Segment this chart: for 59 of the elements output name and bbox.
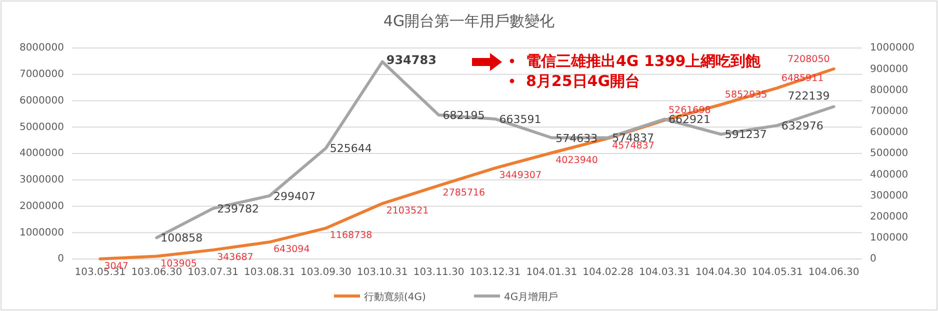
annotation: 電信三雄推出4G 1399上網吃到飽 <box>526 52 762 70</box>
data-label: 574633 <box>556 132 598 145</box>
data-label: 591237 <box>724 128 767 142</box>
y-tick-label: 2000000 <box>19 200 64 212</box>
x-tick-label: 103.07.31 <box>188 267 239 278</box>
x-tick-label: 104.06.30 <box>808 267 860 278</box>
y-tick-label: 4000000 <box>19 148 64 160</box>
y-tick-label: 7000000 <box>19 69 64 80</box>
data-label: 2785716 <box>442 188 486 199</box>
data-label: 1168738 <box>330 230 372 242</box>
data-label: 7208050 <box>787 54 830 65</box>
y2-tick-label: 600000 <box>870 127 908 138</box>
data-label: 643094 <box>274 244 310 256</box>
data-label: 662921 <box>668 113 710 126</box>
x-tick-label: 104.04.30 <box>695 267 746 278</box>
data-label: 239782 <box>217 202 260 216</box>
x-tick-label: 104.02.28 <box>582 267 634 278</box>
data-label: 2103521 <box>386 206 429 217</box>
y-tick-label: 6000000 <box>19 95 64 106</box>
x-tick-label: 103.06.30 <box>131 267 182 278</box>
y-tick-label: 0 <box>58 254 64 265</box>
y2-tick-label: 900000 <box>870 64 908 75</box>
y2-tick-label: 400000 <box>870 169 908 180</box>
y2-tick-label: 800000 <box>870 84 908 96</box>
x-tick-label: 104.03.31 <box>639 267 690 278</box>
x-tick-label: 103.12.31 <box>470 267 521 278</box>
y2-tick-label: 0 <box>870 254 876 265</box>
legend-label: 行動寬頻(4G) <box>364 291 426 303</box>
data-label: 299407 <box>274 190 316 203</box>
y2-tick-label: 300000 <box>870 190 908 202</box>
y-tick-label: 8000000 <box>19 42 64 54</box>
x-tick-label: 104.05.31 <box>752 267 803 278</box>
line-series <box>98 67 836 260</box>
data-label: 4023940 <box>556 154 598 166</box>
y2-tick-label: 700000 <box>870 106 908 118</box>
data-label: 632976 <box>781 119 824 132</box>
data-label: 722139 <box>788 90 830 103</box>
y2-tick-label: 500000 <box>870 148 908 160</box>
y2-tick-label: 200000 <box>870 212 908 223</box>
y-tick-label: 1000000 <box>19 227 64 238</box>
x-tick-label: 103.10.31 <box>356 267 408 278</box>
legend-label: 4G月增用戶 <box>504 291 558 303</box>
x-tick-label: 103.08.31 <box>244 267 295 278</box>
annotation: 8月25日4G開台 <box>526 72 640 90</box>
data-label: 682195 <box>442 109 485 122</box>
x-tick-label: 103.11.30 <box>413 267 464 278</box>
data-label: 3449307 <box>499 170 542 182</box>
data-label: 100858 <box>160 232 203 245</box>
y-tick-label: 5000000 <box>19 122 64 133</box>
data-label: 663591 <box>499 112 542 126</box>
y2-tick-label: 100000 <box>870 232 908 244</box>
data-label: 343687 <box>217 252 254 263</box>
chart-title: 4G開台第一年用戶數變化 <box>383 12 555 30</box>
y-tick-label: 3000000 <box>19 174 64 186</box>
data-label: 525644 <box>330 142 372 156</box>
x-tick-label: 104.01.31 <box>526 267 578 278</box>
data-label: 934783 <box>386 52 436 67</box>
y2-tick-label: 1000000 <box>870 42 915 54</box>
x-tick-label: 103.09.30 <box>300 267 352 278</box>
